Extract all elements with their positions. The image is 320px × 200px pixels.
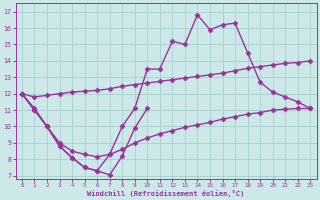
X-axis label: Windchill (Refroidissement éolien,°C): Windchill (Refroidissement éolien,°C) — [87, 190, 245, 197]
